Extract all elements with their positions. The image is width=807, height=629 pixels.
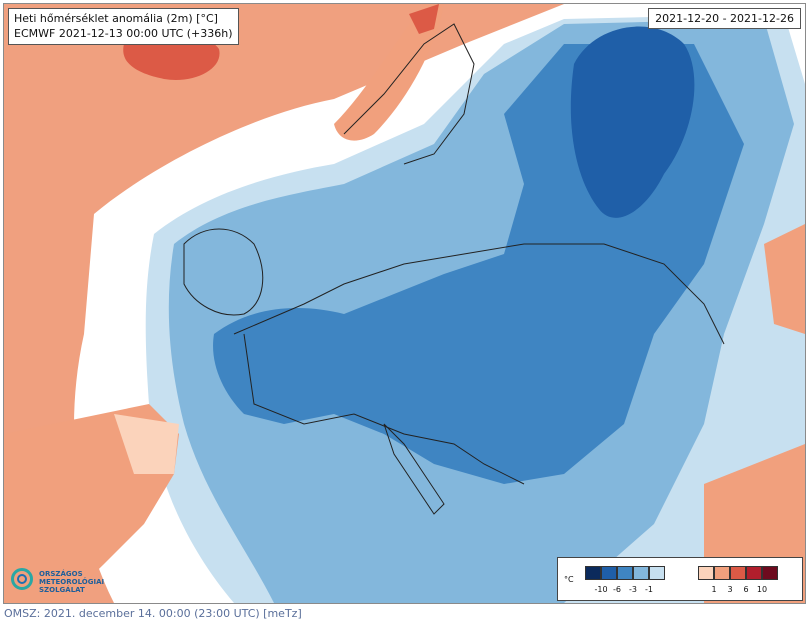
logo-text: ORSZÁGOS METEOROLÓGIAI SZOLGÁLAT [39, 570, 104, 594]
legend-swatch-cold-3 [633, 566, 649, 580]
coastline-scandinavia [343, 23, 475, 165]
norway-warm-area [334, 4, 444, 141]
legend-swatch-warm-2 [730, 566, 746, 580]
coastline-britain [183, 228, 264, 316]
legend-tick-cold-3: -1 [645, 585, 653, 594]
anomaly-map [4, 4, 805, 603]
legend-tick-warm-0: 1 [711, 585, 717, 594]
footer-credit: OMSZ: 2021. december 14. 00:00 (23:00 UT… [4, 607, 302, 620]
logo-ring-icon [11, 568, 33, 590]
legend-tick-cold-1: -6 [613, 585, 621, 594]
legend-swatch-warm-1 [714, 566, 730, 580]
legend-swatch-warm-0 [698, 566, 714, 580]
legend-swatch-warm-4 [762, 566, 778, 580]
legend-swatch-cold-0 [585, 566, 601, 580]
legend-swatch-cold-2 [617, 566, 633, 580]
legend-swatch-cold-1 [601, 566, 617, 580]
map-title: Heti hőmérséklet anomália (2m) [°C] [14, 12, 218, 25]
dark-blue-core [570, 26, 695, 218]
logo-line1: ORSZÁGOS [39, 570, 83, 578]
logo-inner-ring-icon [17, 574, 27, 584]
map-frame: Heti hőmérséklet anomália (2m) [°C] ECMW… [3, 3, 806, 604]
legend-swatch-warm-3 [746, 566, 762, 580]
model-run: ECMWF 2021-12-13 00:00 UTC (+336h) [14, 27, 233, 40]
date-range: 2021-12-20 - 2021-12-26 [648, 8, 801, 29]
logo-line2: METEOROLÓGIAI [39, 578, 105, 586]
legend-tick-warm-3: 10 [756, 585, 768, 594]
legend-swatch-cold-4 [649, 566, 665, 580]
legend-unit: °C [564, 575, 574, 584]
coastline-italy [383, 423, 445, 515]
legend-tick-warm-1: 3 [727, 585, 733, 594]
norway-strong-warm [409, 4, 439, 34]
color-legend: °C -10 -6 -3 -1 1 3 6 10 [557, 557, 803, 601]
logo-line3: SZOLGÁLAT [39, 586, 85, 594]
iberia-neutral [114, 414, 179, 474]
legend-tick-warm-2: 6 [743, 585, 749, 594]
legend-tick-cold-2: -3 [629, 585, 637, 594]
coastline-europe [233, 243, 725, 485]
title-box: Heti hőmérséklet anomália (2m) [°C] ECMW… [8, 8, 239, 45]
omsz-logo: ORSZÁGOS METEOROLÓGIAI SZOLGÁLAT [9, 564, 109, 600]
east-warm [764, 224, 805, 334]
legend-tick-cold-0: -10 [594, 585, 608, 594]
